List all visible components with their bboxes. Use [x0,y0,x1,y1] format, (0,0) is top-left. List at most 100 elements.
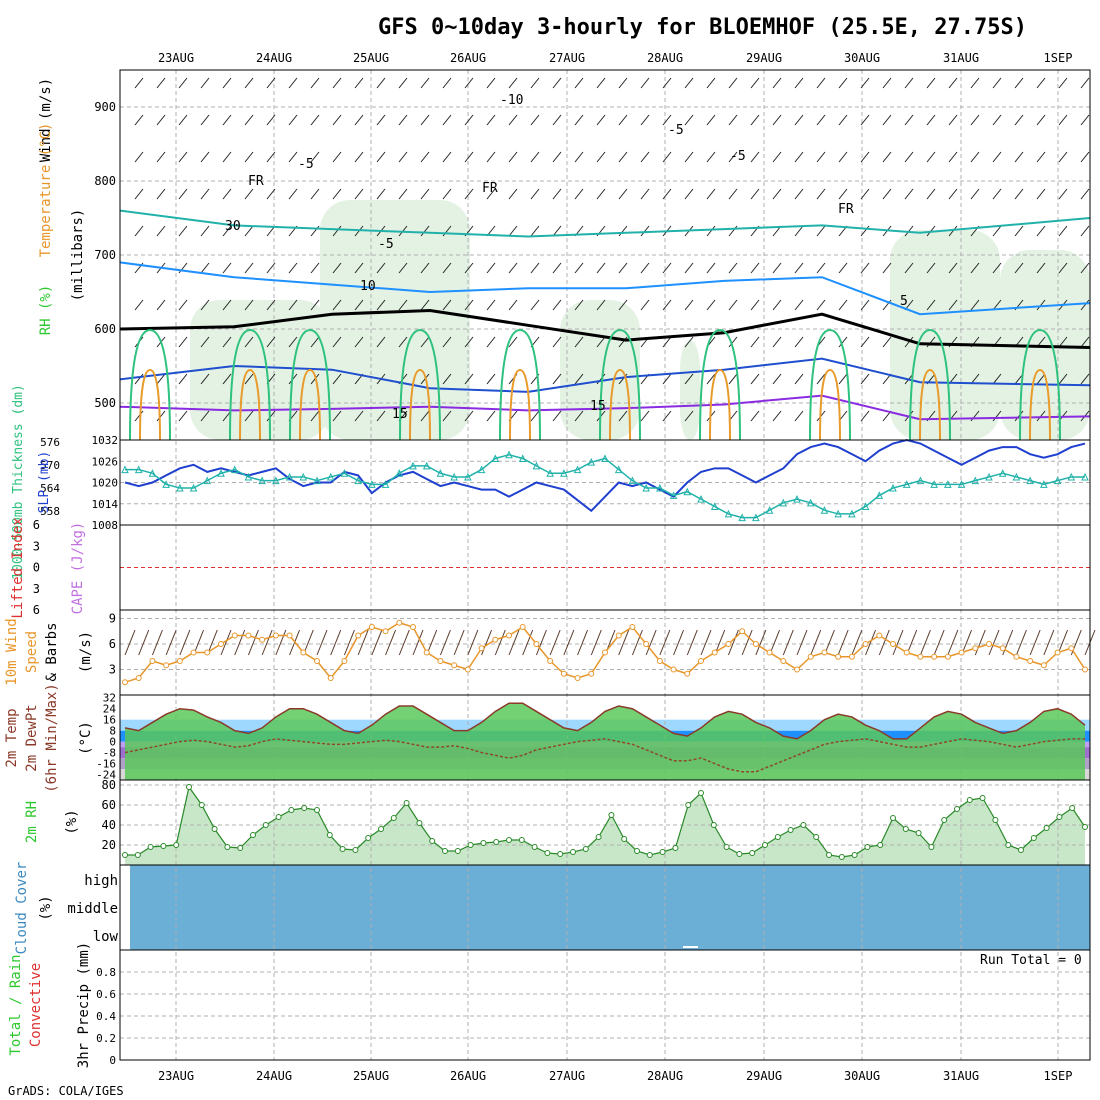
isotherm-20-loop [299,368,321,441]
wind-speed-marker [451,662,458,669]
rh-marker [506,837,512,843]
wind-speed-marker [958,649,965,656]
wind-barb [332,114,342,126]
wind-barb [750,151,760,163]
contour-label: FR [482,181,498,196]
li-tick-label: 6 [33,518,40,532]
wind-speed-marker [629,624,636,630]
wind-barb [794,262,804,274]
thickness-marker [313,476,321,485]
wind-barb [420,262,430,274]
wind-tick-label: 6 [109,637,116,651]
wind-speed-marker [739,628,746,635]
wind-barb [266,410,276,422]
wind-speed-marker [478,645,485,652]
wind-barb [200,299,210,311]
isotherm-15-loop [1019,328,1061,441]
wind-barb [134,410,144,422]
thickness-marker [285,472,294,481]
wind-barb [552,114,562,126]
cloud-level-label: high [84,873,118,889]
temp-line [124,702,1086,740]
wind-barb [970,114,980,126]
pressure-tick-label: 800 [94,174,116,188]
wind-barb [354,77,364,89]
wind-barb [222,188,232,200]
wind-barb [134,225,144,237]
thickness-marker [861,502,870,511]
wind-barb [1036,77,1046,89]
wind-barb [156,151,166,163]
wind-barb [464,151,474,163]
wind-barb [244,77,254,89]
wind-barb [530,114,540,126]
wind-barb [816,373,826,385]
wind-barb [662,188,672,200]
surface-wind-barb [179,629,191,656]
thickness-line [125,454,1085,519]
pressure-tick-label: 700 [94,248,116,262]
wind-speed-marker [903,649,910,656]
wind-barb [244,188,254,200]
wind-barb [750,77,760,89]
rh-marker [954,806,960,812]
wind-barb [376,151,386,163]
wind-barb [970,299,980,311]
wind-barb [794,410,804,422]
wind-axis-label: 10m Wind [4,618,20,685]
rh-marker [966,797,973,803]
rh-axis-label: (%) [64,809,80,834]
wind-speed-marker [533,641,540,647]
surface-wind-barb [220,629,232,656]
upper-axis-label: (millibars) [70,209,86,302]
wind-barb [574,373,584,385]
wind-barb [464,77,474,89]
wind-speed-marker [300,649,307,656]
wind-barb [684,188,694,200]
surface-wind-barb [371,629,383,656]
slp-tick-label: 1020 [92,477,119,490]
wind-barb [508,299,518,311]
surface-wind-barb [947,629,959,656]
wind-barb [1036,373,1046,385]
rh-marker [544,850,551,856]
wind-barb [618,151,628,163]
wind-barb [1080,336,1090,348]
wind-barb [1014,262,1024,274]
surface-wind-barb [700,629,712,656]
rh-marker [928,844,935,850]
isotherm-20-loop [609,368,631,441]
wind-barb [596,114,606,126]
wind-barb [1080,262,1090,274]
rh-marker [710,822,717,828]
x-tick-label-bottom: 29AUG [746,1069,782,1083]
wind-barb [178,410,188,422]
wind-barb [1036,151,1046,163]
li-axis-label: Lifted Index [10,517,26,618]
wind-barb [552,188,562,200]
wind-barb [442,299,452,311]
rh-marker [851,852,858,858]
thickness-axis-label: 1000-500mb Thickness (dm) [11,384,26,580]
wind-barb [310,410,320,422]
wind-barb [398,114,408,126]
wind-speed-marker [423,649,430,656]
wind-barb [618,188,628,200]
wind-barb [420,77,430,89]
wind-barb [750,114,760,126]
wind-barb [706,262,716,274]
surface-wind-barb [151,629,163,656]
thickness-marker [710,502,719,511]
wind-barb [354,151,364,163]
rh-line [125,785,1086,858]
x-tick-label-bottom: 25AUG [353,1069,389,1083]
wind-barb [618,410,628,422]
wind-speed-marker [163,662,170,669]
thickness-marker [368,480,376,488]
surface-wind-barb [261,629,273,656]
wind-barb [288,77,298,89]
wind-barb [288,299,298,311]
thickness-marker [1053,476,1062,485]
rh-marker [275,814,282,820]
wind-speed-marker [176,658,183,664]
